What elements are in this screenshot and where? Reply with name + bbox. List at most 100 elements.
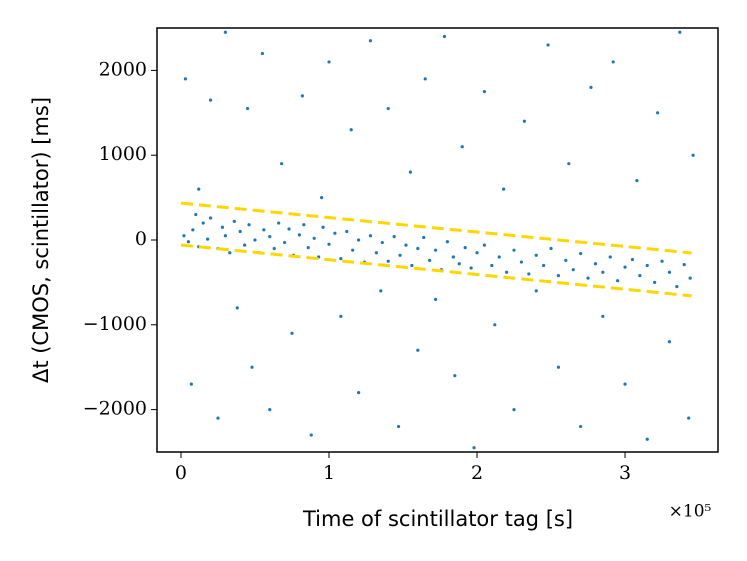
point [319,196,324,200]
point [579,424,583,429]
point [357,238,361,242]
point [189,382,193,386]
point [277,221,281,225]
point [262,228,266,232]
point [223,234,227,238]
point [457,262,461,266]
point [616,279,620,283]
point [463,246,467,250]
point [368,234,373,238]
point [519,260,524,264]
point [351,248,355,252]
point [300,94,304,98]
plot-frame [156,27,719,453]
point [272,246,276,251]
point [345,229,349,234]
point [505,270,509,274]
point [586,276,590,280]
point [245,106,250,111]
point [309,433,313,437]
point [321,225,325,229]
point [593,262,598,266]
point [502,187,506,191]
point [380,240,384,245]
point [408,170,413,174]
point [475,251,479,255]
point [392,235,396,239]
point [208,98,213,102]
point [635,179,639,183]
point [611,60,615,64]
point [691,153,695,157]
point [482,243,487,247]
y-tick-label: −2000 [83,398,147,420]
point [645,263,649,268]
point [423,77,427,81]
point [191,228,195,232]
point [653,280,657,284]
point [451,255,455,259]
point [534,289,538,293]
point [297,233,301,237]
point [428,258,432,262]
point [410,263,414,268]
point [667,340,672,344]
x-axis-label: Time of scintillator tag [s] [302,507,573,531]
point [469,266,473,270]
point [379,289,383,293]
point [623,382,627,386]
point [522,119,526,123]
point [268,235,272,239]
point [312,236,316,240]
x-offset-label: ×10⁵ [669,502,712,522]
point [567,162,571,166]
point [687,416,691,420]
point [253,238,257,242]
point [512,408,516,412]
y-tick-label: 1000 [99,143,147,165]
point [608,255,612,259]
point [472,446,476,450]
point [601,314,605,318]
point [327,242,331,246]
point [260,51,264,56]
point [453,374,457,378]
point [339,314,343,318]
point [327,60,331,64]
point [208,216,213,220]
point [197,187,201,191]
point [287,227,291,231]
point [490,263,494,268]
point [201,221,205,225]
point [235,306,239,310]
point [228,251,232,255]
point [638,274,642,278]
point [512,248,516,252]
point [589,85,593,89]
point [601,270,605,274]
point [386,259,390,263]
point [368,39,373,43]
point [232,219,236,223]
y-axis-label: Δt (CMOS, scintillator) [ms] [29,97,53,383]
point [186,240,190,244]
point [349,128,353,132]
point [660,259,664,263]
point [645,437,649,441]
point [182,234,186,238]
point [223,30,227,34]
point [482,90,487,94]
point [675,285,679,289]
point [542,263,546,268]
point [688,276,692,280]
x-tick-label: 2 [471,462,483,484]
point [302,223,306,227]
point [534,253,538,257]
point [556,274,561,278]
point [678,30,682,34]
point [250,365,254,369]
point [243,243,247,247]
point [206,237,210,241]
point [564,258,568,262]
